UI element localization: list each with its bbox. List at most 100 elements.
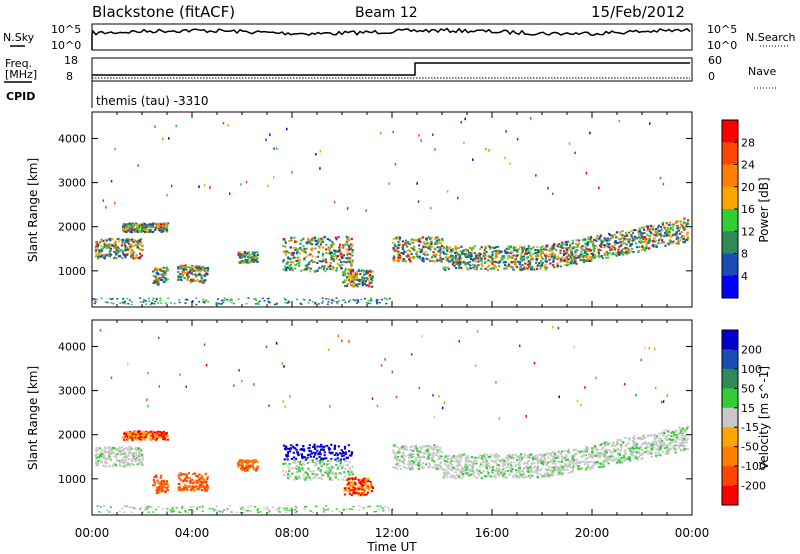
- range-cell-1123: [343, 273, 346, 276]
- range-cell-326: [133, 223, 136, 226]
- range-cell-1185: [573, 448, 576, 451]
- range-cell-1362: [505, 250, 508, 253]
- range-cell-2487: [202, 301, 205, 303]
- range-cell-176: [103, 450, 106, 453]
- range-cell-149: [136, 448, 139, 451]
- range-cell-994: [345, 464, 348, 467]
- range-cell-1121: [368, 270, 371, 273]
- range-cell-162: [115, 253, 118, 256]
- range-cell-2564: [255, 299, 258, 301]
- range-cell-590: [183, 277, 186, 280]
- range-cell-10: [97, 253, 100, 255]
- range-cell-1117: [357, 479, 360, 482]
- range-cell-1461: [484, 458, 487, 461]
- range-cell-897: [317, 467, 320, 470]
- range-cell-2179: [670, 235, 673, 238]
- range-cell-80: [96, 254, 99, 257]
- range-cell-5: [95, 245, 98, 248]
- range-cell-38: [109, 239, 112, 242]
- range-cell-1904: [565, 459, 568, 462]
- range-cell-28: [128, 242, 131, 245]
- range-cell-1414: [677, 240, 680, 243]
- range-cell-48: [96, 245, 99, 248]
- range-cell-699: [324, 258, 327, 261]
- range-cell-790: [290, 267, 294, 270]
- range-cell-199: [108, 450, 111, 452]
- range-cell-1469: [491, 466, 494, 469]
- range-cell-2366: [503, 267, 506, 270]
- range-cell-930: [294, 462, 297, 465]
- range-cell-653: [245, 252, 248, 255]
- range-cell-982: [329, 477, 332, 479]
- range-cell-1735: [614, 243, 617, 246]
- range-cell-1488: [524, 453, 527, 456]
- range-cell-1974: [398, 464, 401, 467]
- range-cell-2363: [651, 239, 654, 242]
- range-cell-2161: [507, 458, 510, 461]
- range-cell-1444: [639, 237, 642, 240]
- range-cell-1512: [593, 454, 596, 457]
- range-cell-828: [351, 473, 354, 476]
- range-cell-444: [162, 270, 165, 273]
- range-cell-2373: [405, 255, 408, 258]
- range-cell-2430: [514, 263, 517, 266]
- range-cell-1669: [675, 242, 678, 245]
- range-cell-1697: [479, 465, 482, 468]
- range-cell-741: [338, 265, 342, 268]
- range-cell-2120: [553, 453, 556, 456]
- range-cell-2147: [427, 457, 430, 460]
- range-cell-2070: [549, 473, 552, 476]
- range-cell-1916: [551, 252, 554, 255]
- range-cell-1361: [630, 235, 633, 238]
- range-cell-664: [250, 259, 253, 261]
- range-cell-1021: [371, 270, 374, 273]
- range-cell-2141: [537, 250, 540, 253]
- range-cell-2267: [676, 227, 679, 229]
- range-cell-2386: [569, 243, 572, 245]
- range-cell-1769: [536, 465, 539, 467]
- range-cell-1873: [425, 238, 428, 240]
- range-cell-1944: [546, 452, 549, 455]
- range-cell-681: [254, 460, 257, 463]
- range-cell-2652: [269, 133, 271, 136]
- range-cell-1288: [460, 267, 463, 270]
- range-cell-963: [289, 268, 292, 271]
- range-cell-667: [244, 465, 247, 468]
- range-cell-1356: [686, 219, 690, 222]
- range-cell-1014: [371, 285, 374, 288]
- range-cell-641: [250, 253, 254, 256]
- range-cell-1092: [365, 481, 368, 484]
- range-cell-453: [152, 274, 155, 277]
- range-cell-1905: [667, 242, 670, 245]
- range-cell-48: [122, 460, 126, 462]
- range-cell-708: [323, 454, 326, 457]
- range-cell-1663: [413, 445, 416, 447]
- range-cell-2390: [488, 245, 491, 248]
- range-cell-853: [302, 474, 305, 477]
- range-cell-2225: [643, 228, 646, 231]
- range-cell-952: [288, 266, 291, 269]
- range-cell-743: [311, 472, 314, 475]
- range-cell-2149: [684, 435, 687, 438]
- range-cell-1092: [355, 283, 358, 286]
- range-cell-2228: [432, 251, 435, 254]
- range-cell-1541: [668, 221, 671, 224]
- range-cell-1606: [512, 476, 515, 479]
- range-cell-1964: [673, 430, 677, 432]
- range-cell-1668: [642, 435, 645, 437]
- range-cell-742: [327, 467, 330, 470]
- range-cell-812: [309, 455, 312, 458]
- range-cell-1709: [507, 462, 510, 465]
- range-cell-398: [122, 436, 125, 439]
- range-cell-2008: [492, 267, 495, 270]
- range-cell-263: [143, 438, 146, 441]
- range-cell-1912: [649, 449, 653, 452]
- range-cell-1429: [591, 256, 594, 258]
- range-cell-554: [200, 280, 203, 283]
- range-cell-2354: [551, 247, 554, 250]
- range-cell-1525: [658, 432, 661, 435]
- range-cell-2235: [530, 254, 533, 257]
- range-cell-1925: [399, 257, 402, 259]
- range-cell-1400: [485, 475, 488, 478]
- range-cell-2072: [647, 451, 650, 454]
